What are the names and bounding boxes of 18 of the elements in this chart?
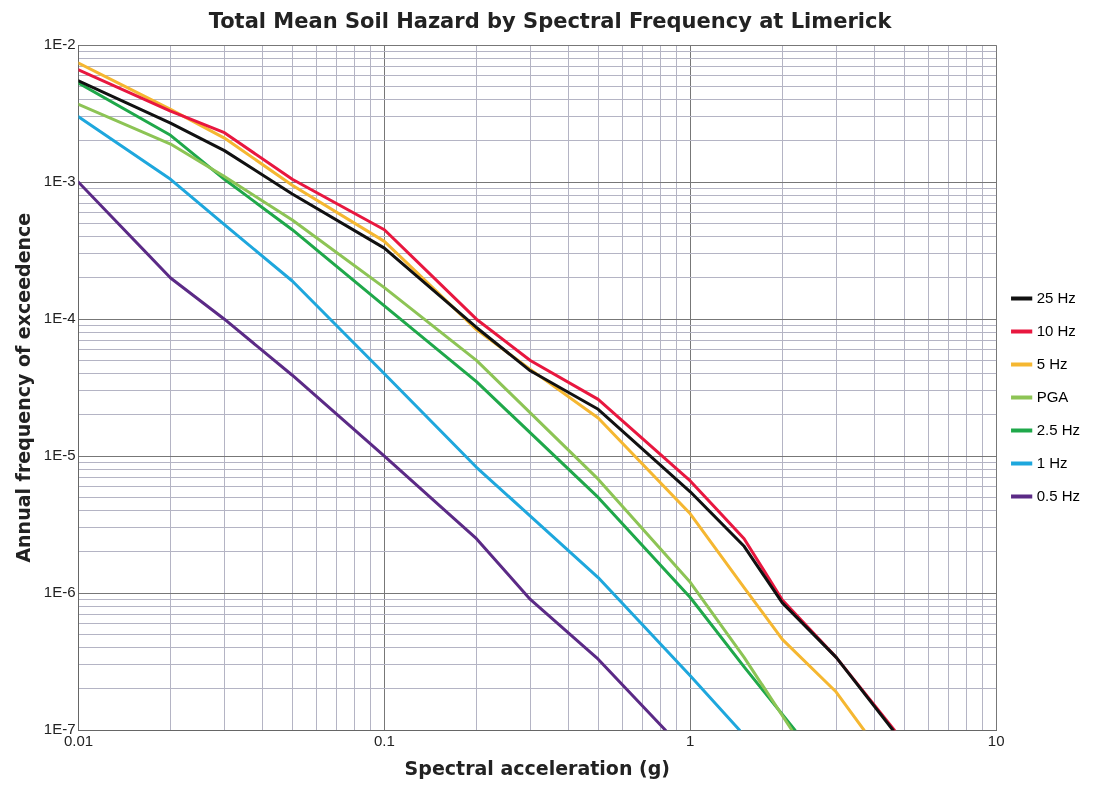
y-tick-label: 1E-6 xyxy=(43,583,76,601)
x-tick-label: 0.1 xyxy=(373,732,395,750)
chart-title: Total Mean Soil Hazard by Spectral Frequency at Limerick xyxy=(208,9,893,34)
x-tick-label: 1 xyxy=(686,732,695,750)
y-tick-label: 1E-5 xyxy=(43,446,76,464)
legend-label: 2.5 Hz xyxy=(1036,420,1081,438)
legend-label: PGA xyxy=(1036,387,1069,405)
x-axis-title: Spectral acceleration (g) xyxy=(404,756,671,779)
legend-label: 0.5 Hz xyxy=(1036,486,1081,504)
legend-label: 5 Hz xyxy=(1036,354,1068,372)
y-tick-label: 1E-3 xyxy=(43,172,76,190)
legend-label: 25 Hz xyxy=(1036,288,1076,306)
legend-label: 1 Hz xyxy=(1036,453,1068,471)
y-tick-label: 1E-2 xyxy=(43,35,76,53)
y-tick-label: 1E-4 xyxy=(43,309,76,327)
x-tick-label: 10 xyxy=(987,732,1005,750)
y-axis-title: Annual frequency of exceedence xyxy=(12,212,35,563)
legend-label: 10 Hz xyxy=(1036,321,1076,339)
